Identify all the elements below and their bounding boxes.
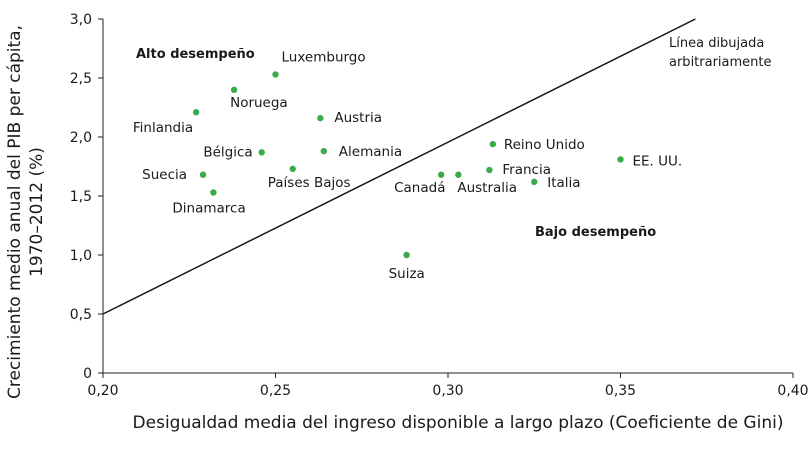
y-tick-label: 2,0 <box>70 130 92 146</box>
x-tick-label: 0,35 <box>605 383 636 399</box>
point-label-suiza: Suiza <box>389 266 425 282</box>
point-belgica <box>258 149 265 156</box>
point-label-francia: Francia <box>502 162 551 178</box>
y-tick-label: 1,5 <box>70 189 92 205</box>
point-dinamarca <box>210 189 217 196</box>
point-label-noruega: Noruega <box>230 95 288 111</box>
point-label-paises-bajos: Países Bajos <box>268 175 351 191</box>
point-label-alemania: Alemania <box>339 144 402 160</box>
point-label-italia: Italia <box>547 175 580 191</box>
point-label-reino-unido: Reino Unido <box>504 137 585 153</box>
reference-line <box>102 18 696 315</box>
y-tick-label: 3,0 <box>70 12 92 28</box>
x-tick-label: 0,20 <box>87 383 118 399</box>
point-reino-unido <box>489 140 497 148</box>
point-luxemburgo <box>272 71 279 78</box>
point-ee-uu <box>617 156 624 163</box>
point-label-luxemburgo: Luxemburgo <box>282 49 366 65</box>
point-label-australia: Australia <box>457 180 517 196</box>
y-tick-label: 0,5 <box>70 307 92 323</box>
y-axis-title-line2: 1970–2012 (%) <box>27 147 47 277</box>
annotation-high-performance: Alto desempeño <box>136 47 255 62</box>
y-tick-label: 0 <box>83 366 92 382</box>
reference-line-label-line1: Línea dibujada <box>669 36 764 51</box>
point-label-finlandia: Finlandia <box>133 120 193 136</box>
point-suiza <box>403 251 410 259</box>
point-label-dinamarca: Dinamarca <box>172 200 245 216</box>
point-alemania <box>320 147 327 155</box>
x-tick-label: 0,30 <box>432 383 463 399</box>
point-canada <box>437 171 445 178</box>
point-francia <box>486 166 493 174</box>
point-label-ee-uu: EE. UU. <box>633 153 683 169</box>
point-noruega <box>230 86 238 94</box>
y-tick-label: 1,0 <box>70 248 92 264</box>
x-tick-label: 0,25 <box>260 383 291 399</box>
point-label-austria: Austria <box>334 110 382 126</box>
y-tick-label: 2,5 <box>70 71 92 87</box>
x-axis-title: Desigualdad media del ingreso disponible… <box>133 413 784 433</box>
point-label-suecia: Suecia <box>142 167 187 183</box>
point-australia <box>455 171 462 178</box>
point-austria <box>317 114 324 122</box>
point-suecia <box>199 171 207 178</box>
point-italia <box>531 178 538 186</box>
y-axis-title-line1: Crecimiento medio anual del PIB per cápi… <box>5 25 25 399</box>
x-tick-label: 0,40 <box>777 383 808 399</box>
point-paises-bajos <box>289 165 296 173</box>
point-finlandia <box>192 109 200 116</box>
point-label-canada: Canadá <box>394 180 445 196</box>
annotation-low-performance: Bajo desempeño <box>535 225 656 240</box>
point-label-belgica: Bélgica <box>203 144 252 160</box>
reference-line-label-line2: arbitrariamente <box>669 55 772 70</box>
